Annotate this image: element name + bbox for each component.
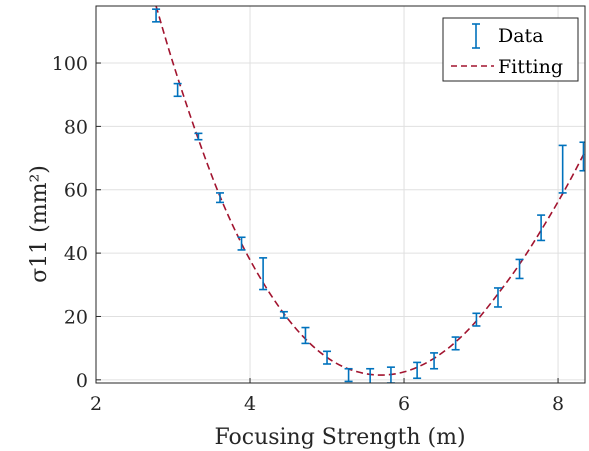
data-point-errorbar — [558, 144, 567, 194]
ticks — [95, 62, 559, 383]
y-axis-title: σ11 (mm²) — [27, 165, 52, 283]
data-point-errorbar — [579, 141, 585, 172]
y-tick-label: 60 — [64, 180, 88, 202]
data-point-errorbar — [323, 350, 332, 365]
data-point-errorbar — [259, 257, 268, 291]
legend-label-fitting: Fitting — [498, 56, 563, 78]
data-point-errorbar — [515, 258, 524, 280]
data-point-errorbar — [194, 132, 203, 141]
y-tick-label: 80 — [64, 116, 88, 138]
data-series — [152, 8, 585, 383]
data-point-errorbar — [472, 312, 481, 327]
data-point-errorbar — [215, 192, 224, 204]
data-point-errorbar — [386, 366, 395, 383]
x-axis-title-text: Focusing Strength (m) — [214, 425, 465, 450]
axes-box — [95, 5, 586, 384]
data-point-errorbar — [430, 352, 439, 370]
data-point-errorbar — [413, 361, 422, 380]
y-tick-label: 20 — [64, 306, 88, 328]
x-tick-label: 8 — [552, 393, 564, 415]
x-tick-label: 2 — [90, 393, 102, 415]
x-tick-label: 4 — [244, 393, 256, 415]
data-point-errorbar — [537, 214, 546, 242]
legend: Data Fitting — [442, 17, 579, 82]
data-point-errorbar — [451, 336, 460, 351]
data-point-errorbar — [173, 82, 182, 98]
data-point-errorbar — [493, 287, 502, 308]
y-tick-label: 40 — [64, 243, 88, 265]
data-point-errorbar — [301, 326, 310, 345]
x-axis-title: Focusing Strength (m) — [214, 425, 465, 450]
y-tick-label: 100 — [52, 53, 88, 75]
legend-label-data: Data — [498, 25, 544, 47]
x-tick-label: 6 — [398, 393, 410, 415]
data-point-errorbar — [237, 236, 246, 251]
data-point-errorbar — [279, 310, 288, 319]
y-axis-title-text: σ11 (mm²) — [27, 165, 52, 283]
data-point-errorbar — [366, 367, 375, 383]
y-tick-label: 0 — [76, 370, 88, 392]
data-point-errorbar — [152, 8, 161, 23]
legend-data-symbol — [472, 23, 480, 49]
data-point-errorbar — [344, 367, 353, 383]
legend-box — [442, 17, 579, 82]
